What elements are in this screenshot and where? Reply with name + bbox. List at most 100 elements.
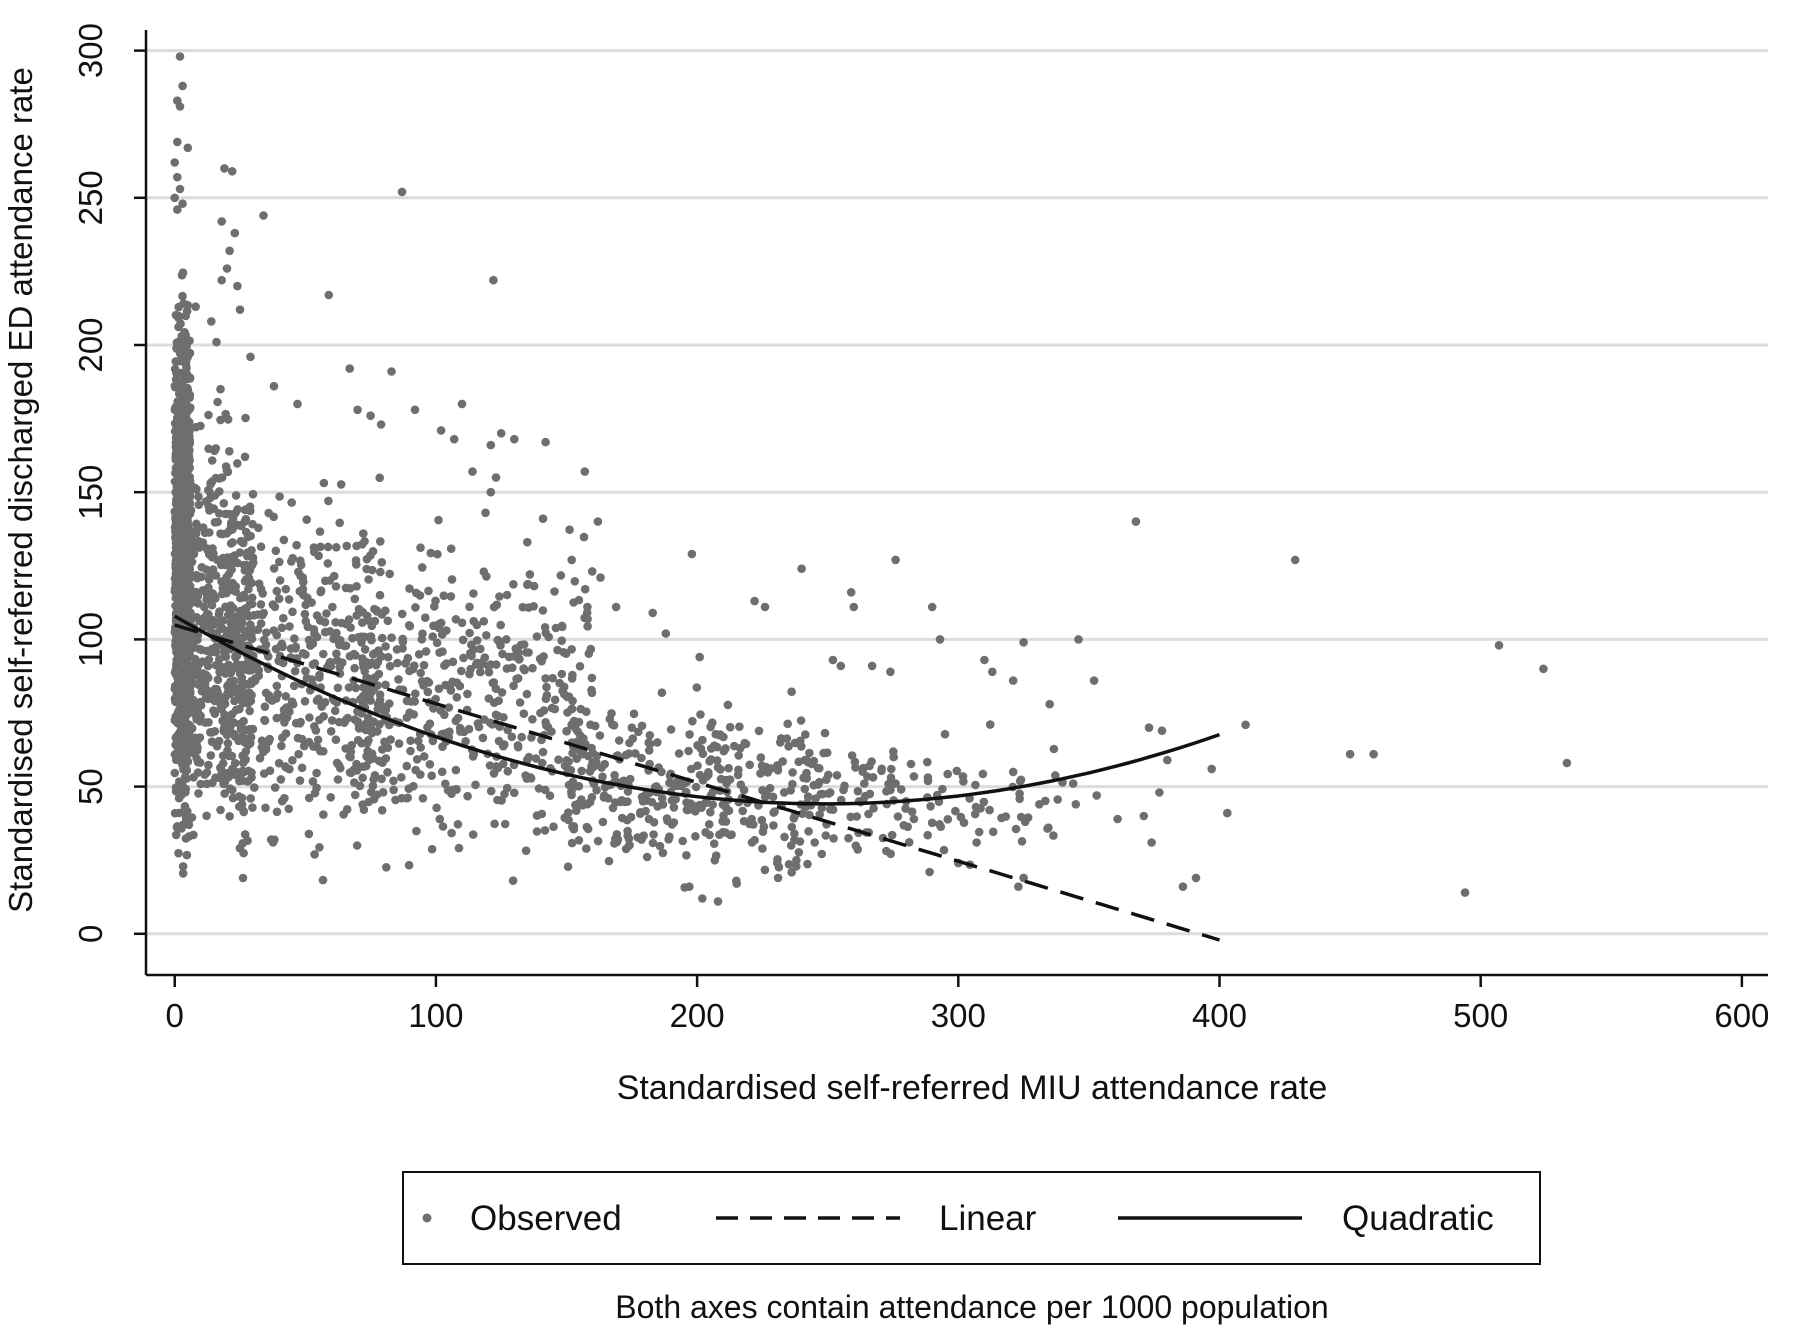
data-point — [426, 548, 436, 558]
data-point — [216, 560, 226, 570]
data-point — [427, 771, 437, 780]
data-point — [756, 753, 766, 762]
data-point — [469, 616, 479, 626]
data-point — [1043, 824, 1052, 833]
fit-line-quadratic — [173, 614, 1221, 806]
data-point — [443, 786, 453, 795]
data-point — [183, 385, 192, 394]
data-point — [328, 602, 337, 612]
data-point — [770, 807, 779, 816]
data-point — [374, 669, 384, 679]
data-point — [760, 602, 770, 612]
data-point — [541, 437, 550, 447]
data-point — [319, 810, 328, 819]
data-point — [682, 851, 691, 860]
data-point — [311, 726, 321, 735]
data-point — [289, 681, 299, 691]
data-point — [383, 616, 393, 626]
data-point — [567, 838, 577, 848]
data-point — [783, 719, 792, 729]
data-point — [813, 763, 823, 773]
data-point — [231, 508, 240, 518]
data-point — [241, 660, 251, 670]
data-point — [206, 592, 215, 601]
data-point — [523, 580, 532, 589]
data-point — [316, 542, 325, 552]
data-point — [688, 716, 697, 726]
data-point — [184, 820, 194, 830]
data-point — [381, 705, 391, 715]
data-point — [863, 772, 872, 781]
data-point — [320, 617, 330, 627]
data-point — [513, 742, 523, 752]
data-point — [869, 804, 878, 813]
data-point — [685, 730, 694, 739]
data-point — [472, 636, 482, 645]
data-point — [803, 859, 812, 869]
data-point — [268, 600, 278, 609]
data-point — [559, 648, 568, 657]
data-point — [509, 681, 518, 691]
data-point — [453, 820, 463, 829]
data-point — [300, 697, 310, 706]
data-point — [304, 829, 314, 839]
data-point — [393, 658, 402, 668]
data-point — [503, 725, 512, 735]
data-point — [182, 306, 192, 316]
data-point — [1369, 749, 1378, 759]
data-point — [532, 632, 542, 641]
data-point — [661, 629, 671, 638]
data-point — [397, 773, 406, 782]
data-point — [513, 674, 523, 683]
data-point — [629, 709, 639, 719]
data-point — [184, 599, 193, 608]
data-point — [539, 706, 549, 715]
data-point — [266, 835, 276, 844]
data-point — [293, 733, 303, 743]
data-point — [786, 841, 796, 850]
data-point — [638, 797, 648, 806]
data-point — [171, 733, 181, 742]
data-point — [312, 696, 322, 705]
data-point — [938, 784, 947, 794]
data-point — [637, 753, 646, 763]
data-point — [519, 709, 529, 718]
data-point — [333, 775, 343, 784]
data-point — [171, 740, 180, 750]
data-point — [185, 404, 195, 413]
y-tick-label-0: 0 — [72, 925, 109, 943]
data-point — [212, 337, 221, 347]
data-point — [359, 529, 368, 538]
data-point — [173, 205, 182, 214]
data-point — [410, 405, 420, 415]
data-point — [468, 467, 477, 476]
data-point — [232, 621, 241, 630]
data-point — [567, 720, 576, 730]
data-point — [378, 758, 387, 767]
data-point — [712, 756, 722, 765]
data-point — [326, 793, 336, 802]
data-point — [521, 771, 530, 780]
data-point — [352, 841, 362, 850]
data-point — [1144, 723, 1154, 732]
data-point — [695, 800, 704, 810]
data-point — [254, 579, 264, 588]
data-point — [336, 480, 346, 489]
data-point — [1223, 808, 1232, 818]
data-point — [223, 739, 233, 748]
data-point — [979, 797, 989, 807]
data-point — [429, 621, 438, 631]
data-point — [817, 849, 827, 859]
data-point — [357, 738, 366, 748]
data-point — [1157, 726, 1167, 735]
data-point — [418, 794, 428, 803]
data-point — [284, 804, 294, 814]
data-point — [446, 686, 456, 695]
data-point — [583, 622, 592, 631]
y-tick-label-300: 300 — [72, 23, 109, 78]
data-point — [852, 812, 861, 821]
data-point — [541, 674, 550, 683]
data-point — [331, 582, 341, 591]
data-point — [247, 599, 257, 609]
data-point — [377, 633, 387, 643]
